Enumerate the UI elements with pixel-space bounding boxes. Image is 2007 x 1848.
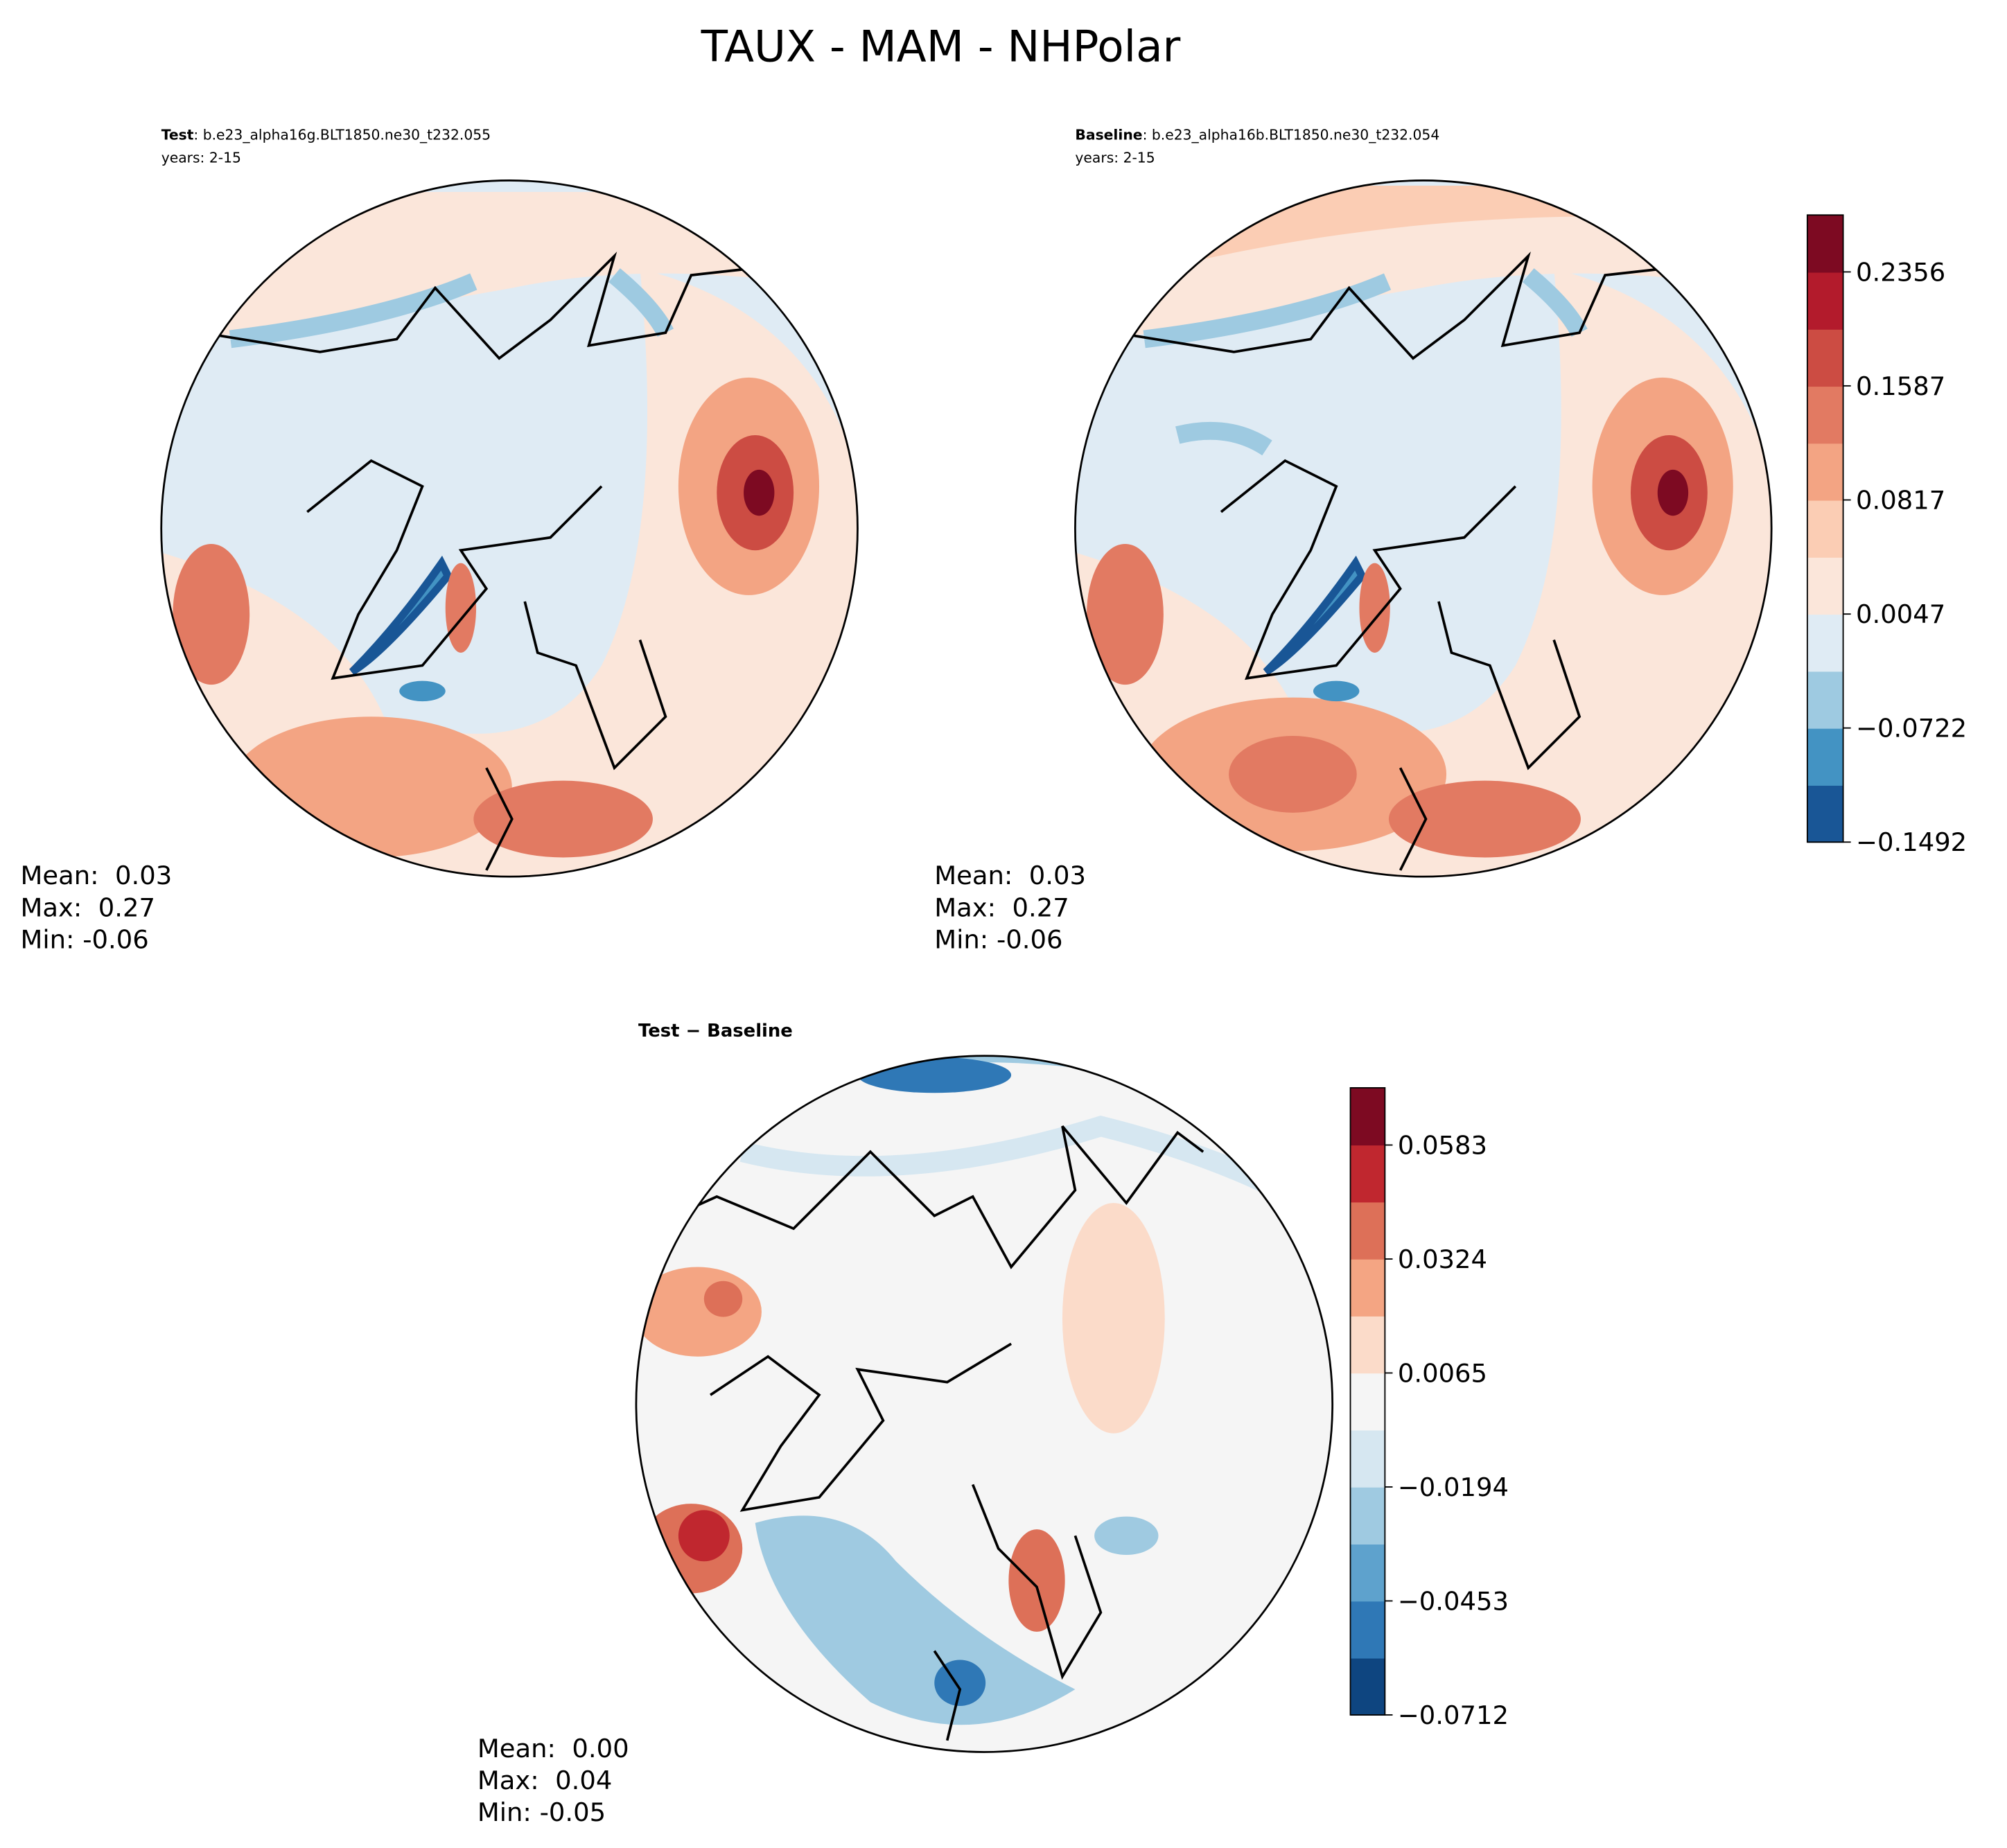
stat: Mean: 0.03	[934, 861, 1086, 890]
colorbar-tick-label: 0.0324	[1398, 1244, 1487, 1274]
colorbar-band	[1350, 1544, 1385, 1602]
map	[161, 180, 858, 877]
colorbar-band	[1350, 1315, 1385, 1374]
map	[636, 1055, 1333, 1752]
colorbar-tick-label: −0.0722	[1856, 714, 1967, 743]
colorbar-band	[1807, 728, 1843, 786]
colorbar-band	[1807, 443, 1843, 501]
colorbar-tick-label: −0.0194	[1398, 1472, 1509, 1502]
colorbar-band	[1807, 556, 1843, 615]
colorbar-band	[1350, 1202, 1385, 1260]
colorbar-band	[1350, 1087, 1385, 1146]
colorbar-band	[1350, 1486, 1385, 1545]
colorbar-tick-label: 0.0583	[1398, 1130, 1487, 1160]
stats: Mean: 0.03 Max: 0.27 Min: -0.06	[21, 861, 173, 954]
map-frame	[160, 179, 859, 878]
colorbar-band	[1807, 500, 1843, 558]
stat: Mean: 0.03	[21, 861, 173, 890]
label-bold: Test	[161, 126, 194, 143]
label-rest: : b.e23_alpha16g.BLT1850.ne30_t232.055	[193, 126, 491, 143]
colorbar-band	[1807, 328, 1843, 387]
stat: Mean: 0.00	[477, 1734, 629, 1763]
panel-label: Test: b.e23_alpha16g.BLT1850.ne30_t232.0…	[161, 126, 491, 143]
stats: Mean: 0.00 Max: 0.04 Min: -0.05	[477, 1734, 629, 1827]
colorbar-band	[1807, 785, 1843, 843]
colorbar-band	[1350, 1601, 1385, 1659]
colorbar-band	[1350, 1145, 1385, 1203]
figure-title: TAUX - MAM - NHPolar	[701, 21, 1181, 72]
colorbar-band	[1350, 1429, 1385, 1488]
colorbar-tick-label: 0.0817	[1856, 485, 1945, 515]
map-frame	[635, 1055, 1334, 1753]
stats: Mean: 0.03 Max: 0.27 Min: -0.06	[934, 861, 1086, 954]
stat: Max: 0.27	[21, 892, 155, 922]
panel-label: Test − Baseline	[638, 1021, 793, 1041]
colorbar-band	[1807, 272, 1843, 330]
years: years: 2-15	[161, 150, 241, 166]
colorbar-tick-label: −0.0453	[1398, 1586, 1509, 1616]
colorbar-band	[1807, 671, 1843, 729]
panel-label: Baseline: b.e23_alpha16b.BLT1850.ne30_t2…	[1075, 126, 1439, 143]
colorbar-tick-label: −0.1492	[1856, 827, 1967, 857]
stat: Min: -0.06	[934, 925, 1062, 955]
colorbar-band	[1807, 614, 1843, 672]
colorbar-band	[1807, 215, 1843, 273]
colorbar-frame	[1806, 214, 1844, 843]
years: years: 2-15	[1075, 150, 1155, 166]
stat: Min: -0.05	[477, 1797, 606, 1827]
colorbars: −0.1492 −0.0722 0.0047 0.0817 0.1587 0.2356 −0…	[1349, 214, 1967, 1730]
colorbar-band	[1350, 1373, 1385, 1431]
colorbar-frame	[1349, 1086, 1386, 1716]
colorbar-tick-label: 0.0047	[1856, 599, 1945, 629]
colorbar-band	[1350, 1258, 1385, 1317]
colorbar-band	[1807, 386, 1843, 444]
label-rest: : b.e23_alpha16b.BLT1850.ne30_t232.054	[1143, 126, 1440, 143]
stat: Max: 0.04	[477, 1766, 612, 1795]
colorbar-tick-label: 0.2356	[1856, 257, 1945, 287]
label-bold: Baseline	[1075, 126, 1142, 143]
colorbar-tick-label: −0.0712	[1398, 1700, 1509, 1730]
map-frame	[1074, 179, 1773, 878]
stat: Max: 0.27	[934, 892, 1069, 922]
colorbar-tick-label: 0.0065	[1398, 1358, 1487, 1388]
colorbar-tick-label: 0.1587	[1856, 371, 1945, 401]
colorbar-band	[1350, 1657, 1385, 1716]
stat: Min: -0.06	[21, 925, 149, 955]
map	[1075, 180, 1772, 877]
